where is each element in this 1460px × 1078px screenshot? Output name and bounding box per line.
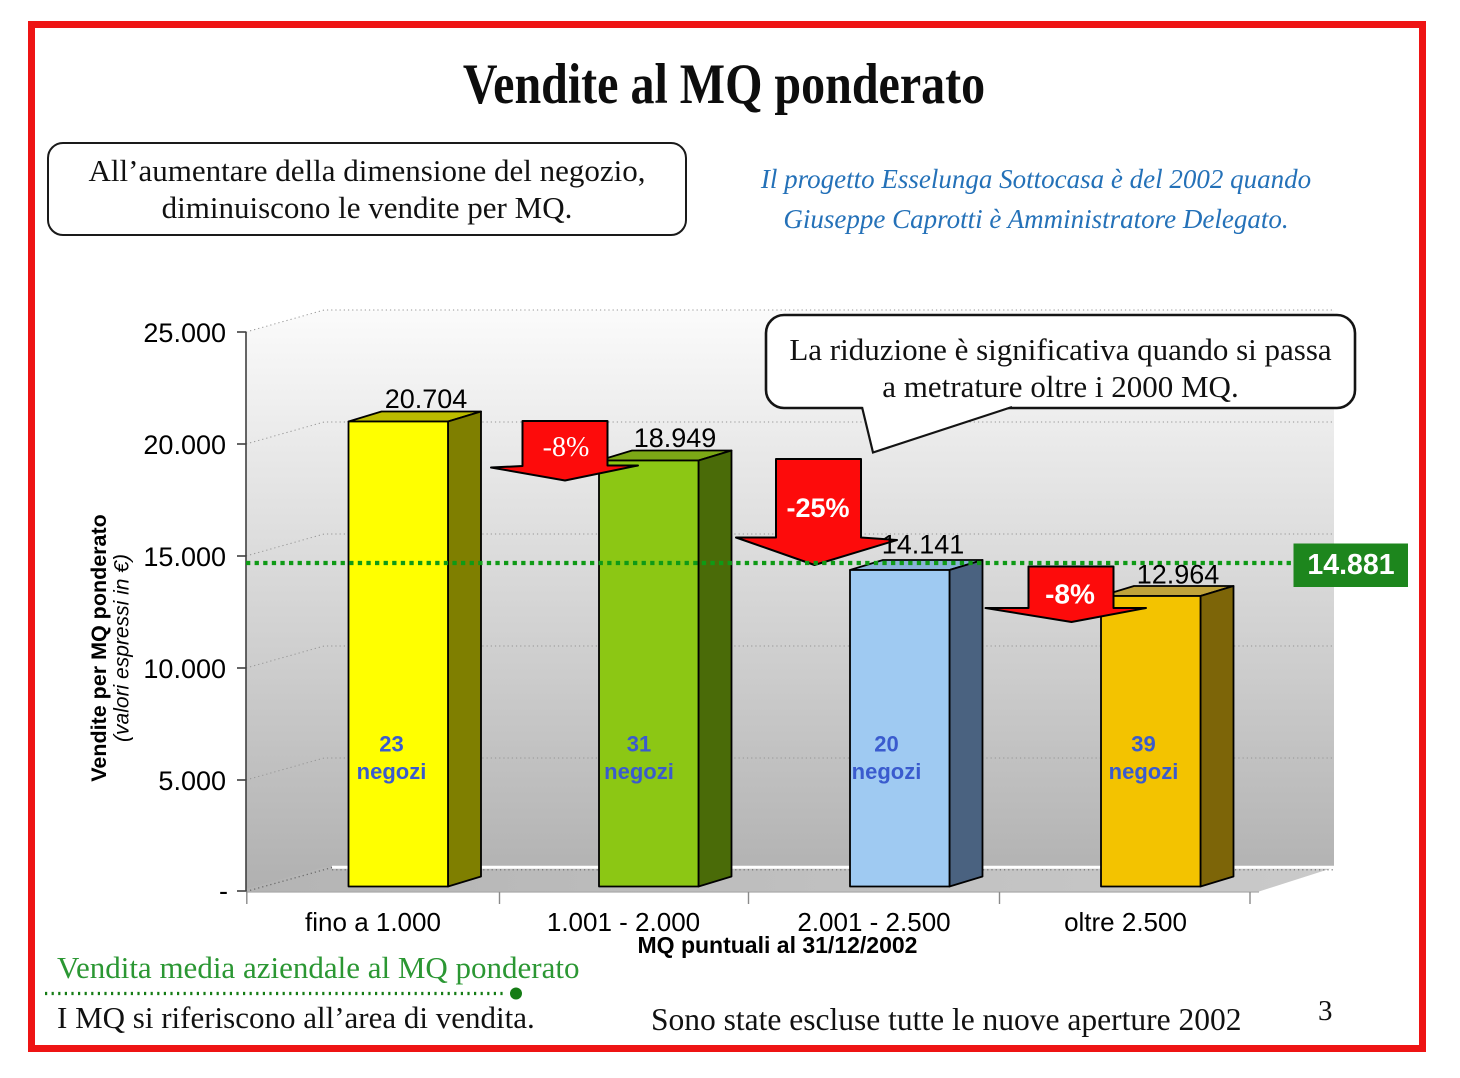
svg-text:Vendite per MQ ponderato: Vendite per MQ ponderato — [87, 514, 111, 782]
svg-text:MQ puntuali al 31/12/2002: MQ puntuali al 31/12/2002 — [638, 932, 918, 958]
svg-text:fino a 1.000: fino a 1.000 — [305, 907, 441, 937]
svg-text:negozi: negozi — [1109, 759, 1179, 784]
svg-text:10.000: 10.000 — [143, 654, 226, 684]
svg-text:39: 39 — [1131, 732, 1155, 757]
svg-text:15.000: 15.000 — [143, 542, 226, 572]
svg-text:oltre 2.500: oltre 2.500 — [1064, 907, 1187, 937]
svg-text:-25%: -25% — [786, 493, 849, 523]
svg-text:14.881: 14.881 — [1307, 549, 1394, 581]
svg-text:-: - — [219, 876, 228, 906]
svg-text:1.001 - 2.000: 1.001 - 2.000 — [547, 907, 700, 937]
svg-text:20.704: 20.704 — [385, 384, 468, 414]
svg-text:12.964: 12.964 — [1137, 560, 1220, 590]
svg-text:negozi: negozi — [357, 759, 427, 784]
svg-text:20: 20 — [874, 732, 898, 757]
svg-text:31: 31 — [627, 732, 651, 757]
svg-text:(valori espressi in €): (valori espressi in €) — [111, 554, 134, 742]
svg-text:5.000: 5.000 — [158, 766, 226, 796]
svg-text:negozi: negozi — [852, 759, 922, 784]
svg-text:-8%: -8% — [1045, 579, 1095, 610]
svg-text:negozi: negozi — [604, 759, 674, 784]
svg-text:18.949: 18.949 — [634, 423, 717, 453]
svg-text:2.001 - 2.500: 2.001 - 2.500 — [797, 907, 950, 937]
svg-text:20.000: 20.000 — [143, 430, 226, 460]
svg-text:14.141: 14.141 — [882, 530, 965, 560]
svg-text:23: 23 — [379, 732, 403, 757]
svg-text:25.000: 25.000 — [143, 318, 226, 348]
svg-text:-8%: -8% — [543, 432, 590, 463]
